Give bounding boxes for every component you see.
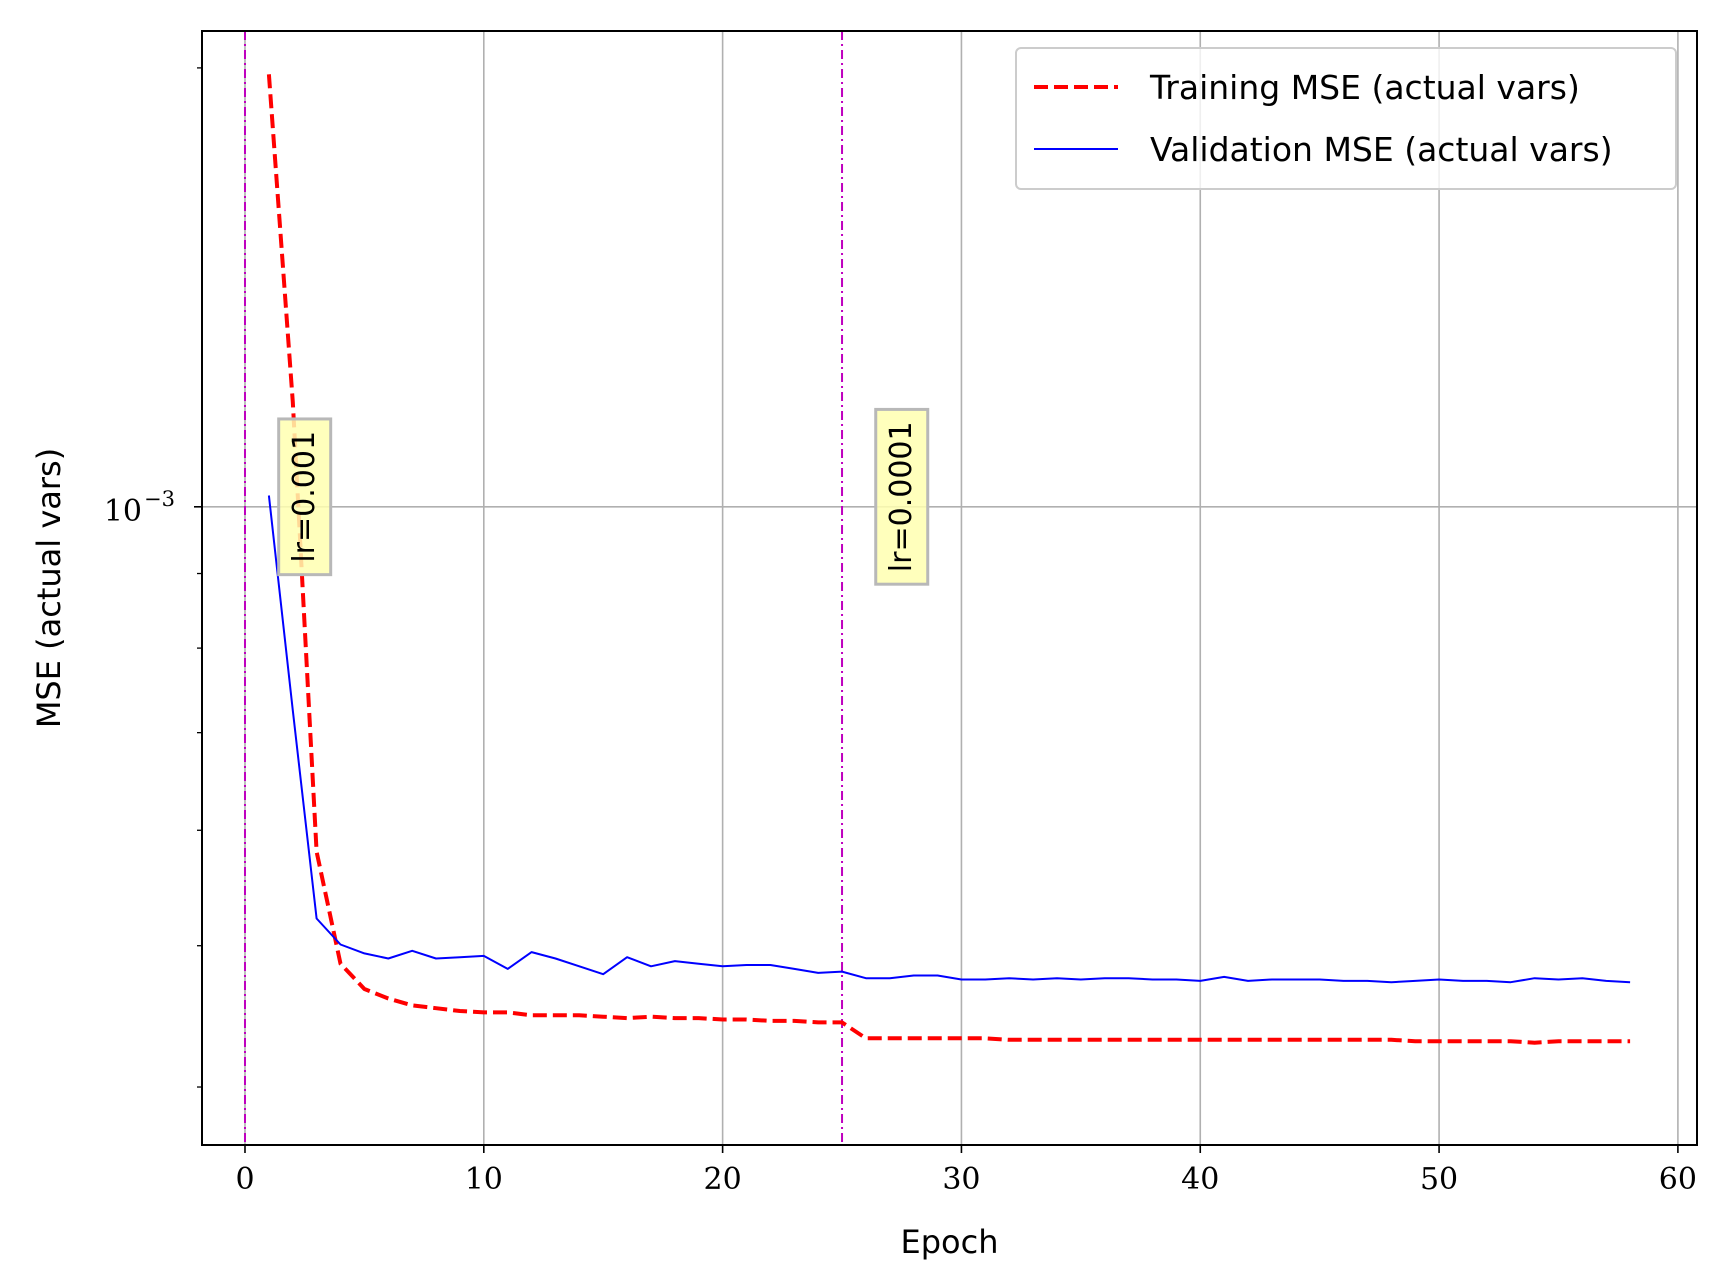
validation-mse-line [267,495,1631,984]
lr-annotation-text: lr=0.0001 [884,421,919,572]
x-tick-label: 30 [942,1162,980,1197]
plot-frame [201,30,1698,1146]
y-axis-label: MSE (actual vars) [30,448,68,728]
x-axis-label: Epoch [901,1223,999,1261]
legend-box [1015,47,1677,190]
legend: Training MSE (actual vars) Validation MSE… [1015,47,1677,190]
x-tick-label: 60 [1659,1162,1697,1197]
y-tick-label: 10 [104,494,142,529]
x-tick-label: 50 [1420,1162,1458,1197]
legend-label: Training MSE (actual vars) [1149,68,1580,107]
x-tick-label: 0 [235,1162,254,1197]
annotations: lr=0.001 lr=0.0001 [277,407,930,586]
lr-annotation: lr=0.001 [277,417,333,577]
lr-annotation-box [874,407,930,586]
lr-annotation: lr=0.0001 [874,407,930,586]
lr-annotation-box [277,417,333,577]
x-tick-label: 20 [704,1162,742,1197]
x-tick-label: 40 [1181,1162,1219,1197]
training-mse-line [266,74,1631,1045]
lr-annotation-text: lr=0.001 [287,431,322,563]
series [266,74,1631,1045]
x-tick-label: 10 [465,1162,503,1197]
legend-label: Validation MSE (actual vars) [1150,130,1613,169]
y-tick-exponent: −3 [144,487,175,511]
grid [202,31,1697,1145]
vertical-lines [243,31,844,1145]
